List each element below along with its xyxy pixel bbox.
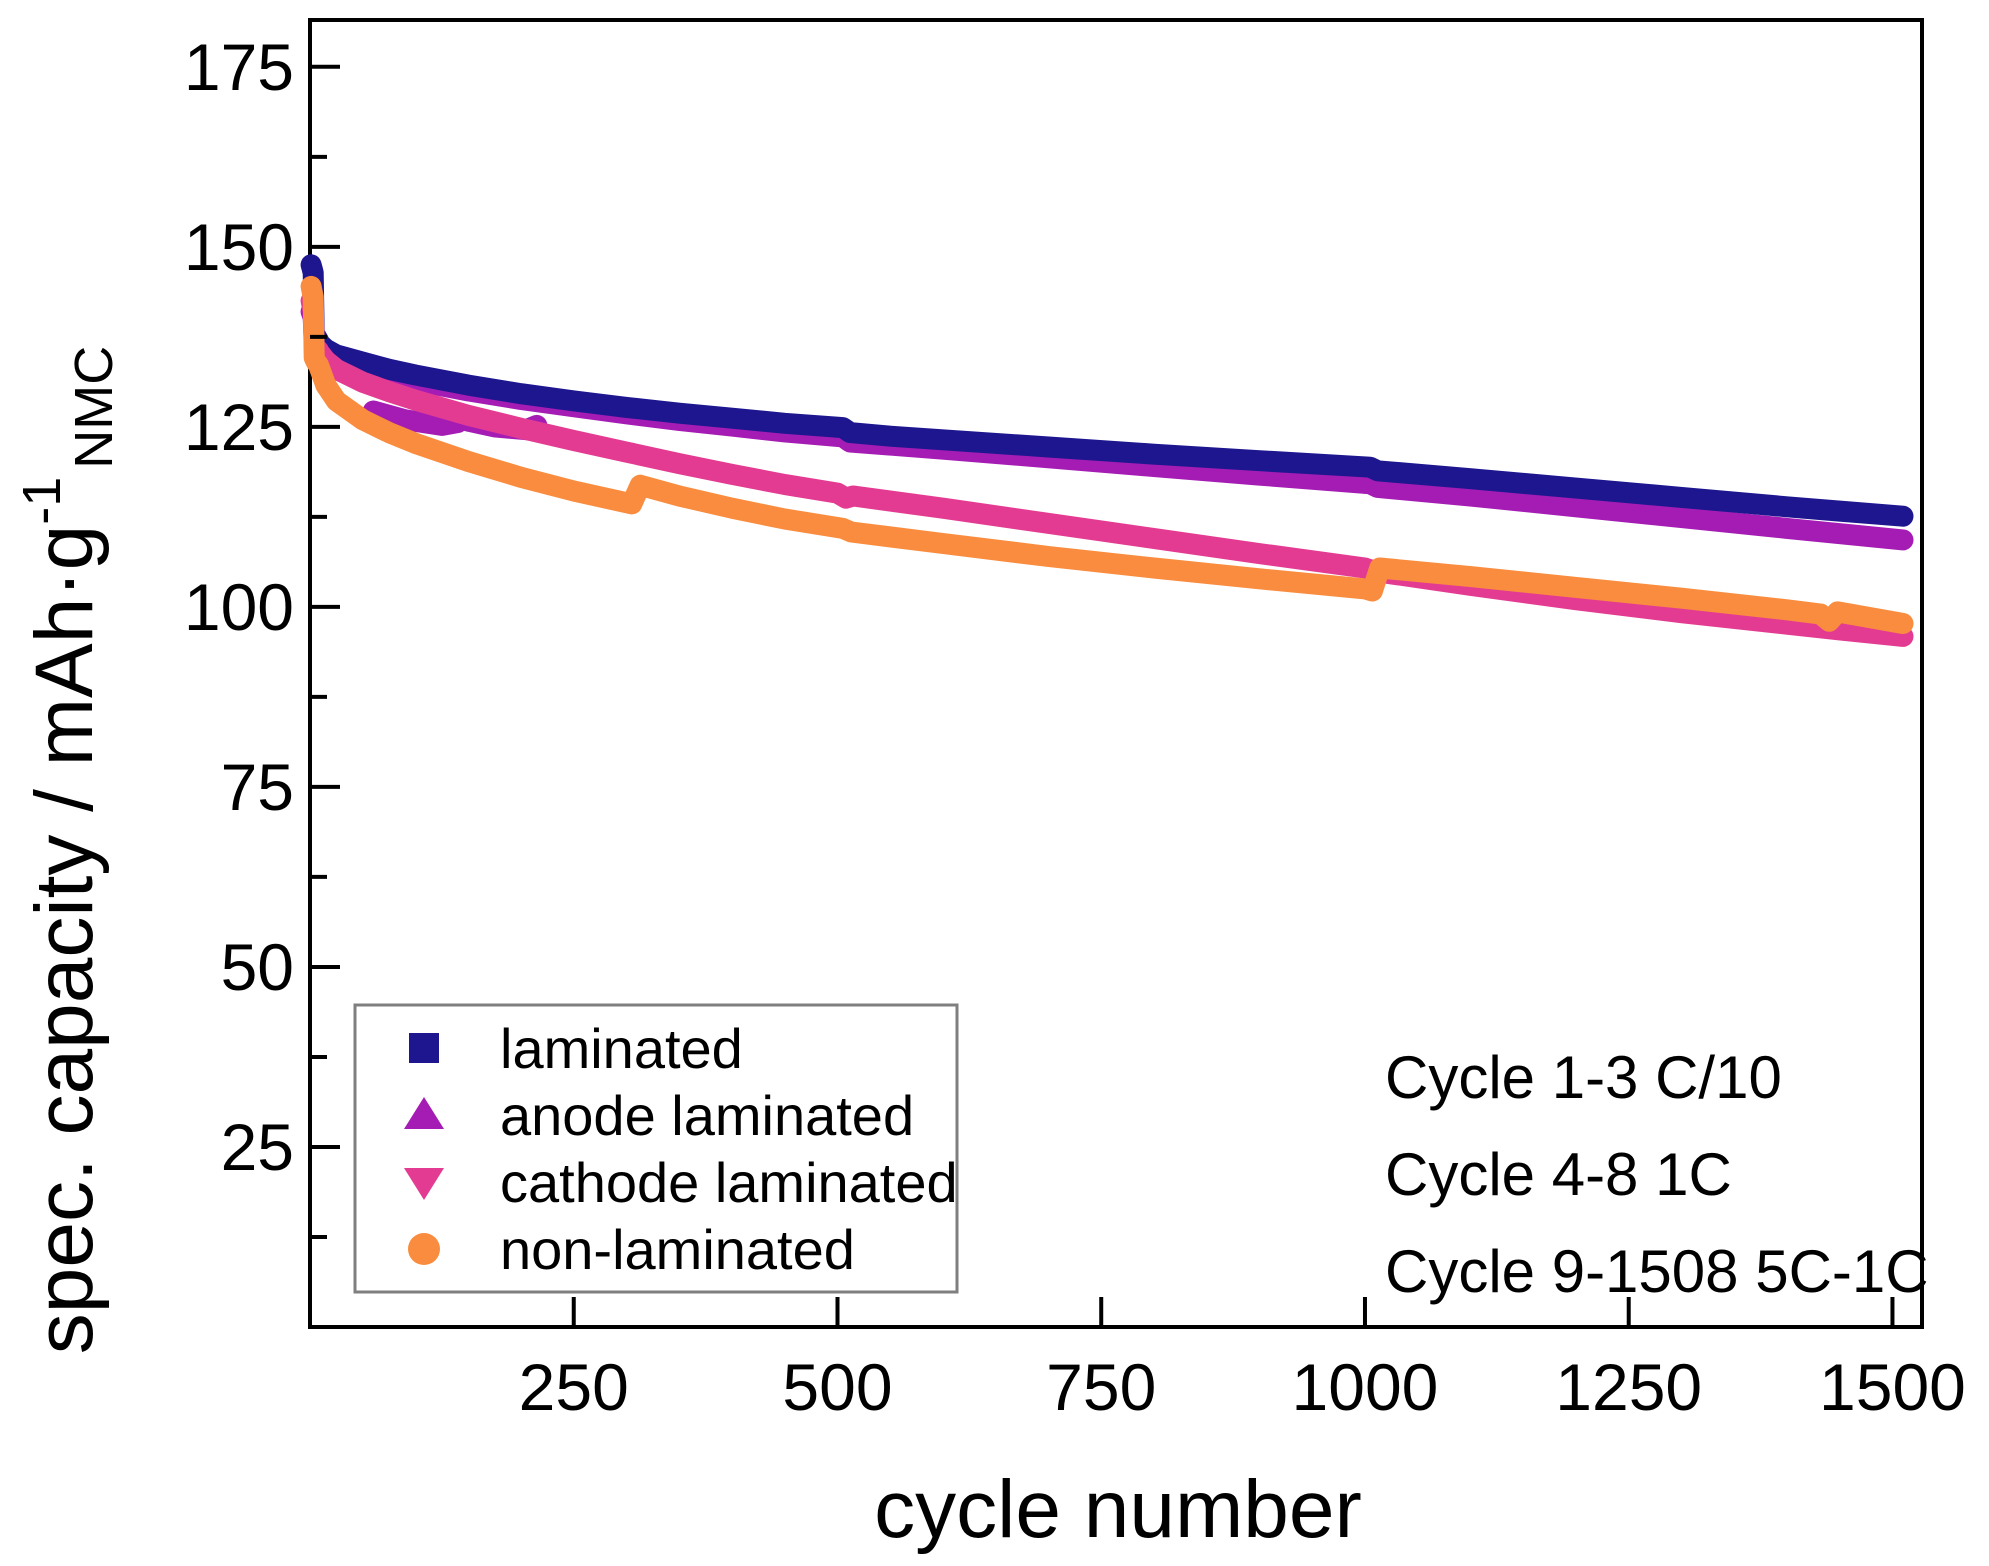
annotation-cycle-rate-3: Cycle 9-1508 5C-1C [1385,1238,1929,1305]
legend-markers [404,1033,444,1265]
x-axis: 250 500 750 1000 1250 1500 [519,1297,1966,1424]
anode-laminated-marker-icon [404,1097,444,1129]
legend-label-laminated: laminated [500,1017,743,1080]
series-layer [300,254,1914,647]
annotation-cycle-rate-2: Cycle 4-8 1C [1385,1141,1732,1208]
x-tick-label: 750 [1046,1350,1156,1424]
y-tick-label: 125 [184,390,294,464]
y-tick-label: 50 [221,930,294,1004]
y-axis-title: spec. capacity / mAh·g-1 NMC [12,346,124,1354]
laminated-marker-icon [409,1033,439,1063]
x-tick-label: 500 [782,1350,892,1424]
legend: laminated anode laminated cathode lamina… [353,1003,959,1294]
annotation-cycle-rate-1: Cycle 1-3 C/10 [1385,1044,1782,1111]
y-axis-title-subscript: NMC [64,346,124,469]
series-anode-laminated-excursion [362,400,469,436]
x-tick-label: 250 [519,1350,629,1424]
y-tick-label: 150 [184,210,294,284]
cathode-laminated-marker-icon [404,1168,444,1200]
non-laminated-marker-icon [408,1233,440,1265]
plot-frame [308,18,1924,1329]
legend-box [353,1003,959,1294]
legend-label-anode-laminated: anode laminated [500,1084,914,1147]
y-axis: 25 50 75 100 125 150 175 [184,30,340,1239]
x-tick-label: 1000 [1292,1350,1439,1424]
y-tick-label: 25 [221,1110,294,1184]
x-tick-label: 1250 [1555,1350,1702,1424]
x-tick-label: 1500 [1819,1350,1966,1424]
y-tick-label: 75 [221,750,294,824]
legend-label-non-laminated: non-laminated [500,1218,855,1281]
series-non-laminated-line [300,275,1914,634]
y-tick-label: 100 [184,570,294,644]
annotations: Cycle 1-3 C/10 Cycle 4-8 1C Cycle 9-1508… [1385,1044,1929,1305]
legend-label-cathode-laminated: cathode laminated [500,1151,958,1214]
y-axis-title-superscript: -1 [12,477,72,525]
x-axis-title: cycle number [874,1464,1362,1555]
y-tick-label: 175 [184,30,294,104]
y-axis-title-main: spec. capacity / mAh·g [19,525,110,1354]
